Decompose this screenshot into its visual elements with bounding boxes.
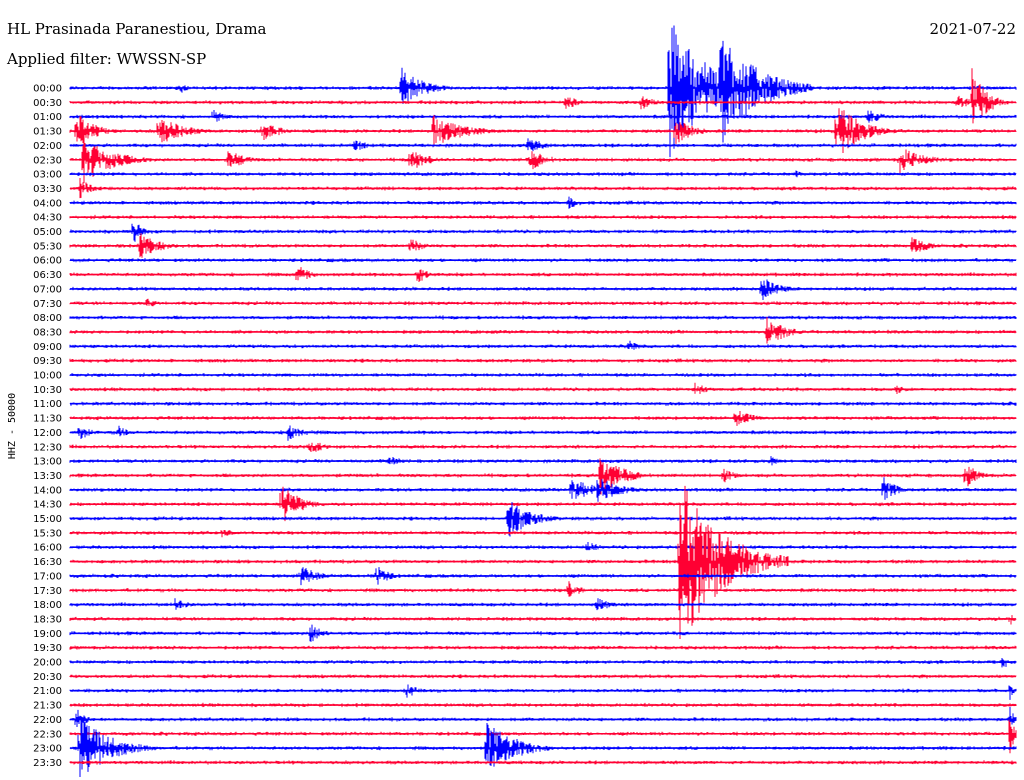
row-time-label: 16:30 bbox=[33, 557, 62, 568]
row-time-label: 00:30 bbox=[33, 98, 62, 109]
row-time-label: 01:30 bbox=[33, 127, 62, 138]
row-time-label: 06:30 bbox=[33, 270, 62, 281]
row-time-label: 03:30 bbox=[33, 184, 62, 195]
filter-label: Applied filter: WWSSN-SP bbox=[7, 50, 207, 68]
row-time-label: 06:00 bbox=[33, 256, 62, 267]
trace-0900 bbox=[69, 340, 1017, 350]
row-time-label: 00:00 bbox=[33, 84, 62, 95]
date-label: 2021-07-22 bbox=[929, 20, 1016, 38]
row-time-label: 23:30 bbox=[33, 758, 62, 769]
row-time-label: 17:30 bbox=[33, 586, 62, 597]
row-time-label: 18:30 bbox=[33, 614, 62, 625]
row-time-label: 02:30 bbox=[33, 155, 62, 166]
station-title: HL Prasinada Paranestiou, Drama bbox=[7, 20, 267, 38]
row-time-label: 17:00 bbox=[33, 571, 62, 582]
row-time-label: 14:30 bbox=[33, 500, 62, 511]
row-time-label: 11:00 bbox=[33, 399, 62, 410]
trace-2100 bbox=[69, 684, 1017, 700]
row-time-label: 13:30 bbox=[33, 471, 62, 482]
row-time-label: 03:00 bbox=[33, 170, 62, 181]
row-time-label: 23:00 bbox=[33, 744, 62, 755]
row-time-label: 22:00 bbox=[33, 715, 62, 726]
row-time-label: 15:00 bbox=[33, 514, 62, 525]
row-time-label: 12:30 bbox=[33, 442, 62, 453]
row-time-label: 05:00 bbox=[33, 227, 62, 238]
row-time-label: 16:00 bbox=[33, 543, 62, 554]
trace-2200 bbox=[69, 707, 1017, 727]
row-time-label: 21:30 bbox=[33, 701, 62, 712]
row-time-label: 10:30 bbox=[33, 385, 62, 396]
row-time-label: 08:30 bbox=[33, 327, 62, 338]
trace-0000 bbox=[69, 25, 1017, 158]
row-time-label: 22:30 bbox=[33, 729, 62, 740]
row-time-label: 20:30 bbox=[33, 672, 62, 683]
row-time-label: 14:00 bbox=[33, 485, 62, 496]
trace-1600 bbox=[69, 542, 1017, 551]
row-time-label: 19:30 bbox=[33, 643, 62, 654]
trace-0830 bbox=[69, 317, 1017, 344]
row-time-label: 01:00 bbox=[33, 112, 62, 123]
trace-0700 bbox=[69, 279, 1017, 300]
row-time-label: 11:30 bbox=[33, 414, 62, 425]
trace-1530 bbox=[69, 530, 1017, 538]
row-time-label: 10:00 bbox=[33, 371, 62, 382]
row-time-label: 21:00 bbox=[33, 686, 62, 697]
row-time-label: 05:30 bbox=[33, 241, 62, 252]
trace-1630 bbox=[69, 485, 1017, 639]
row-time-label: 04:00 bbox=[33, 198, 62, 209]
row-time-label: 02:00 bbox=[33, 141, 62, 152]
trace-1830 bbox=[69, 615, 1017, 625]
row-time-label: 15:30 bbox=[33, 528, 62, 539]
trace-0500 bbox=[69, 223, 1017, 242]
trace-1730 bbox=[69, 581, 1017, 597]
row-time-label: 04:30 bbox=[33, 213, 62, 224]
row-time-label: 07:30 bbox=[33, 299, 62, 310]
row-time-label: 12:00 bbox=[33, 428, 62, 439]
row-time-label: 18:00 bbox=[33, 600, 62, 611]
row-time-label: 19:00 bbox=[33, 629, 62, 640]
row-time-label: 08:00 bbox=[33, 313, 62, 324]
row-time-label: 07:00 bbox=[33, 284, 62, 295]
row-time-label: 09:30 bbox=[33, 356, 62, 367]
row-time-label: 13:00 bbox=[33, 457, 62, 468]
trace-1030 bbox=[69, 382, 1017, 394]
row-time-label: 20:00 bbox=[33, 658, 62, 669]
row-time-label: 09:00 bbox=[33, 342, 62, 353]
